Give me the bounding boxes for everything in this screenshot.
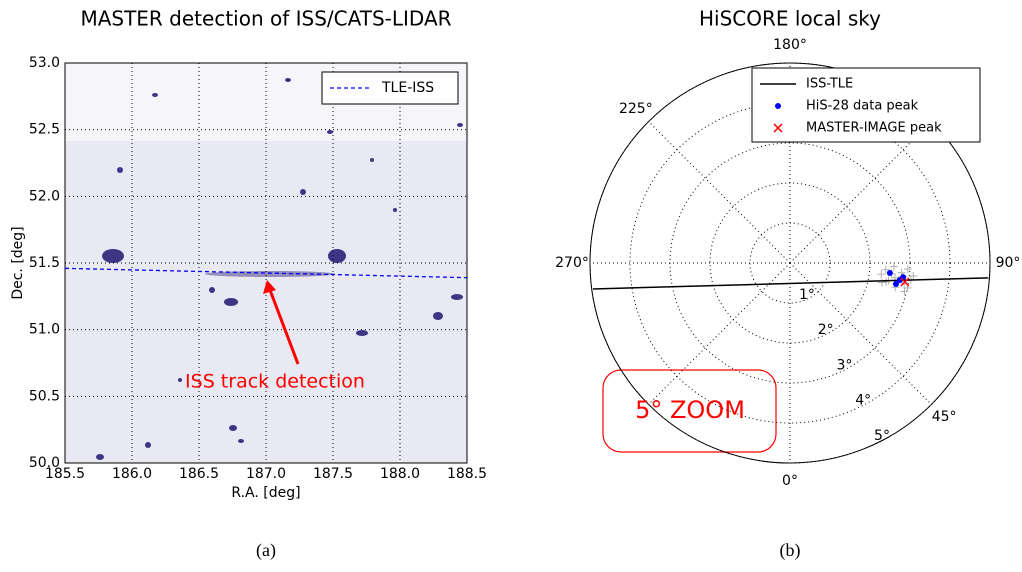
chart-title: MASTER detection of ISS/CATS-LIDAR <box>80 7 451 31</box>
star <box>300 189 306 195</box>
x-tick-label: 188.0 <box>380 466 420 482</box>
star <box>356 330 368 336</box>
legend-label: TLE-ISS <box>381 80 434 96</box>
x-tick-label: 188.5 <box>447 466 487 482</box>
star <box>178 378 182 382</box>
theta-tick-label: 45° <box>932 409 957 425</box>
y-tick-label: 52.0 <box>29 188 60 204</box>
star <box>433 312 443 320</box>
caption: (b) <box>780 540 801 561</box>
chart-title: HiSCORE local sky <box>699 7 881 31</box>
legend-box <box>751 67 981 143</box>
theta-tick-label: 180° <box>773 37 807 53</box>
star <box>209 287 215 293</box>
legend-label: HiS-28 data peak <box>806 99 919 114</box>
grid-spoke <box>789 121 932 264</box>
x-axis-label: R.A. [deg] <box>231 485 300 501</box>
x-tick-label: 187.0 <box>246 466 286 482</box>
legend: TLE-ISS <box>321 71 459 105</box>
star <box>370 158 374 162</box>
image-peak <box>900 277 910 287</box>
y-axis-label: Dec. [deg] <box>10 226 26 299</box>
y-tick-label: 53.0 <box>29 55 60 71</box>
r-tick-label: 1° <box>799 287 815 303</box>
star <box>393 208 397 212</box>
series-line <box>592 277 989 290</box>
y-tick-label: 50.5 <box>29 388 60 404</box>
plot-frame <box>64 62 468 464</box>
y-tick-label: 51.0 <box>29 322 60 338</box>
caption: (a) <box>256 540 276 561</box>
r-tick-label: 3° <box>836 357 852 373</box>
star <box>457 123 463 127</box>
x-tick-label: 186.0 <box>112 466 152 482</box>
star <box>327 130 333 134</box>
star <box>102 249 124 263</box>
data-peak <box>892 280 899 287</box>
theta-tick-label: 225° <box>619 101 653 117</box>
y-tick-label: 52.5 <box>29 122 60 138</box>
data-cross <box>903 265 912 274</box>
star <box>117 167 123 173</box>
legend-label: ISS-TLE <box>806 77 853 92</box>
data-cross <box>909 271 918 280</box>
star <box>229 425 237 431</box>
legend-label: MASTER-IMAGE peak <box>806 121 942 136</box>
zoom-box <box>602 369 777 453</box>
stars <box>96 78 463 460</box>
annotation-arrowhead <box>263 280 276 294</box>
r-tick-label: 5° <box>874 428 890 444</box>
track-streak <box>205 271 335 277</box>
r-tick-label: 4° <box>855 393 871 409</box>
star <box>328 249 346 263</box>
annotation-arrow <box>268 289 300 365</box>
star <box>96 454 104 460</box>
legend-swatch <box>773 123 783 133</box>
legend-swatch <box>775 103 781 109</box>
data-cross <box>882 277 891 286</box>
theta-tick-label: 0° <box>782 473 798 489</box>
star <box>451 294 463 300</box>
star <box>145 442 151 448</box>
annotation: 5° ZOOM <box>635 396 745 424</box>
grid-spoke <box>789 262 932 405</box>
polar-frame <box>589 62 991 464</box>
star <box>285 78 291 82</box>
y-tick-label: 51.5 <box>29 255 60 271</box>
y-tick-label: 50.0 <box>29 455 60 471</box>
legend: ISS-TLE HiS-28 data peak MASTER-IMAGE peak <box>751 67 981 143</box>
x-tick-label: 186.5 <box>179 466 219 482</box>
annotation: ISS track detection <box>185 371 365 393</box>
star <box>224 298 238 306</box>
star <box>152 93 158 97</box>
grid-spoke <box>648 262 791 405</box>
data-cross <box>881 265 890 274</box>
x-tick-label: 187.5 <box>313 466 353 482</box>
theta-tick-label: 90° <box>996 255 1021 271</box>
data-cross <box>900 287 909 296</box>
grid-spoke <box>648 121 791 264</box>
data-cross <box>889 262 898 271</box>
star <box>238 439 244 443</box>
data-peak <box>886 269 893 276</box>
x-tick-label: 185.5 <box>45 466 85 482</box>
r-tick-label: 2° <box>818 322 834 338</box>
theta-tick-label: 270° <box>555 255 589 271</box>
data-cross <box>877 278 886 287</box>
data-cross <box>877 270 886 279</box>
